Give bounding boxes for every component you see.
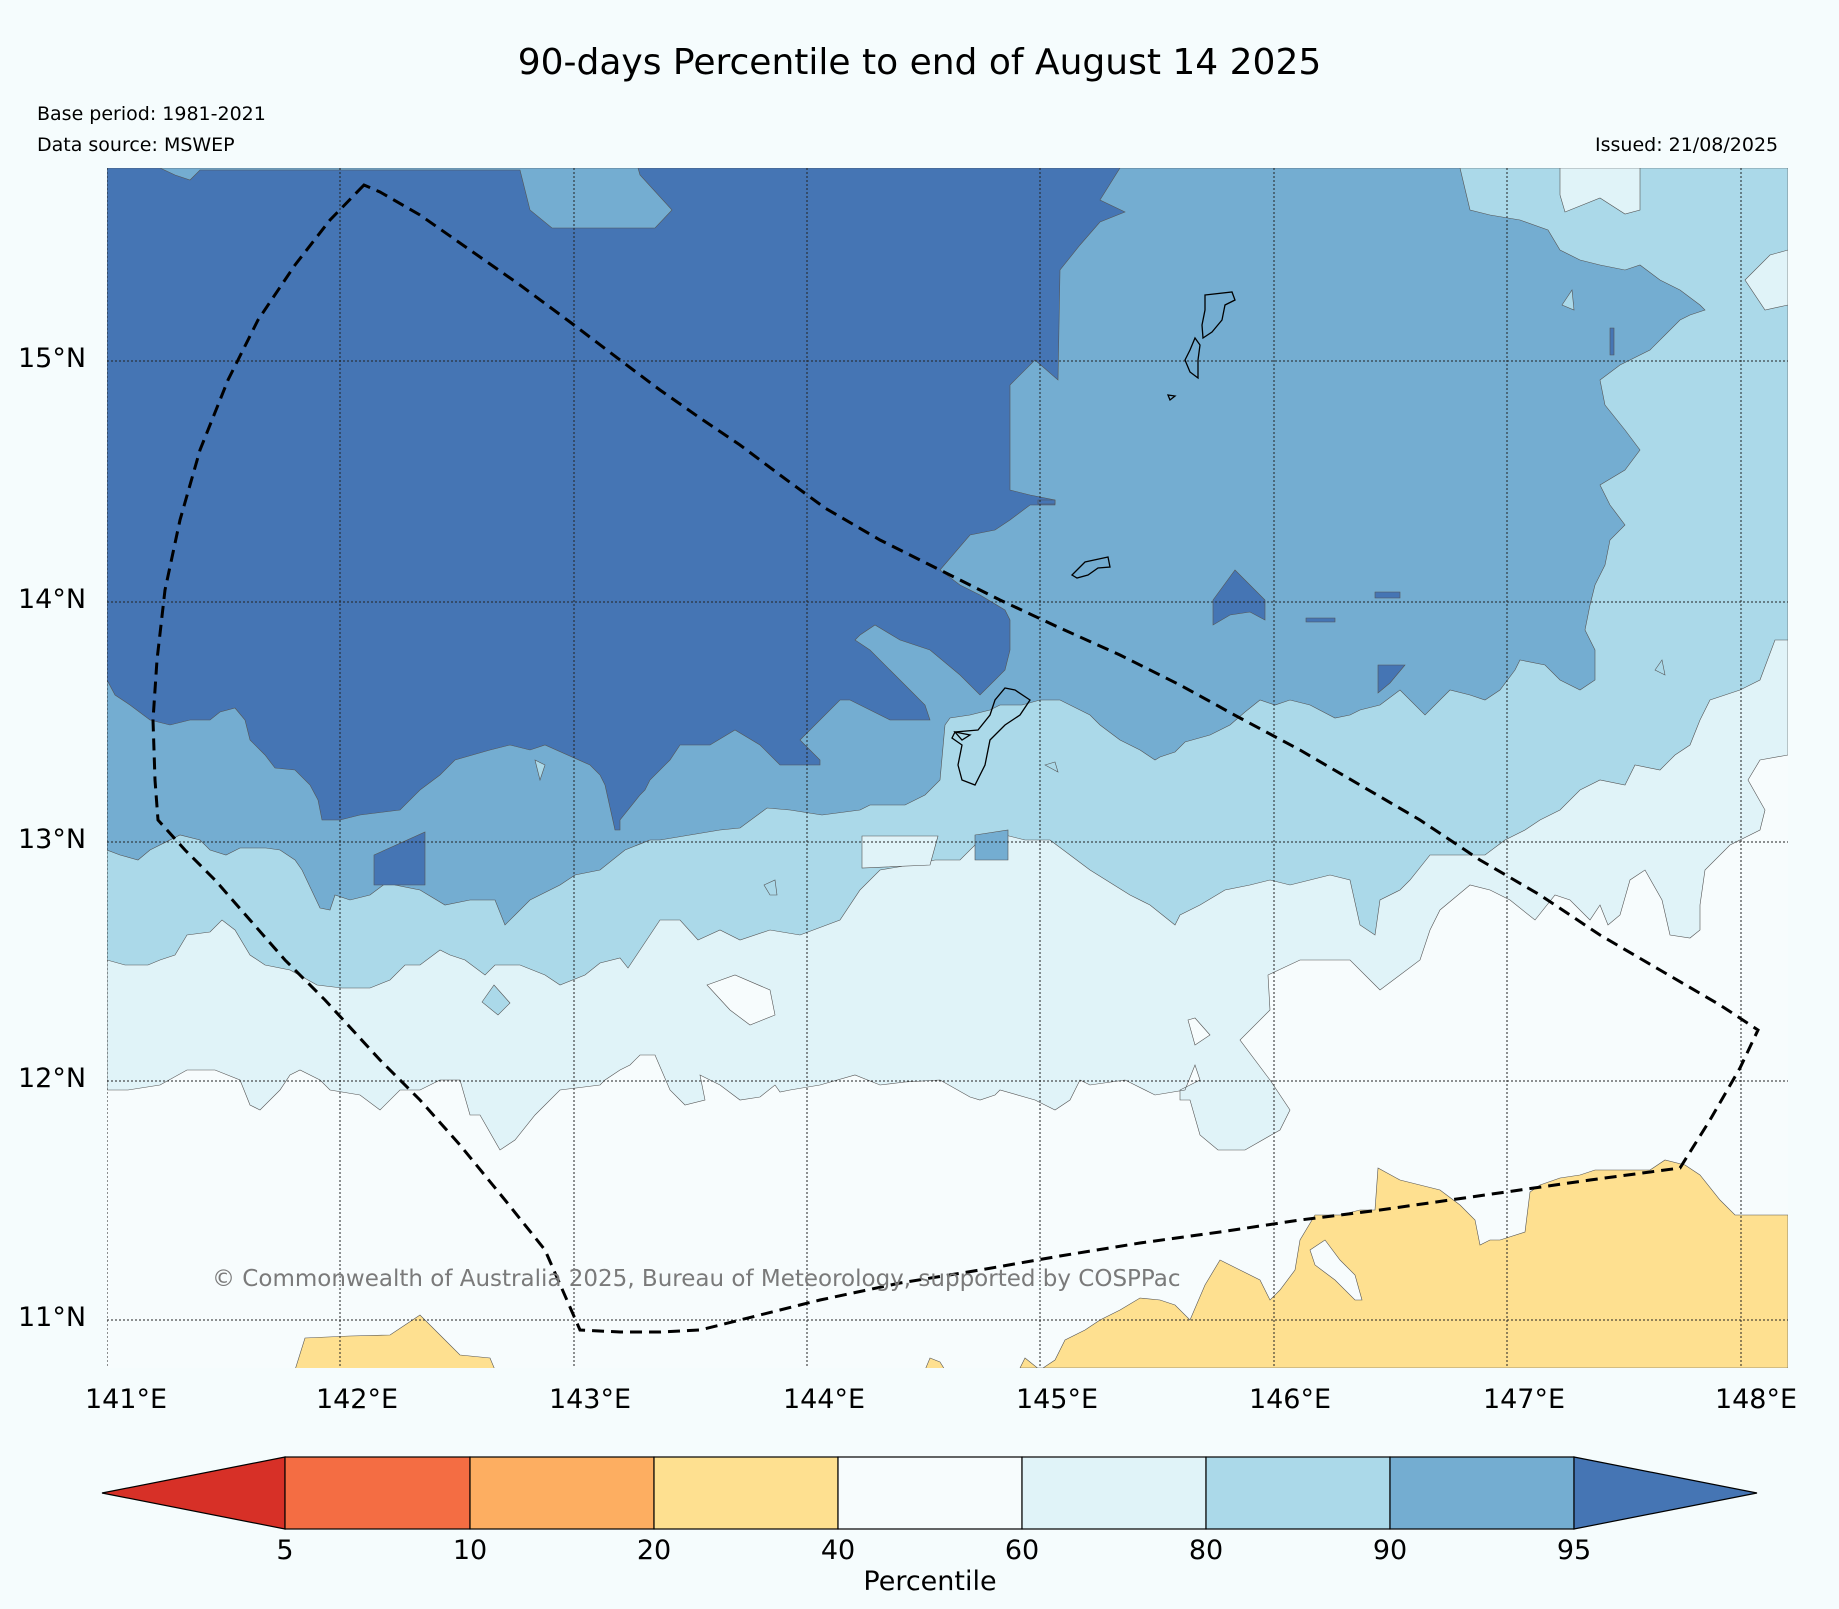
band-40-60-inlet — [1309, 1239, 1363, 1301]
lon-tick-label: 145°E — [1015, 1384, 1099, 1415]
island-outline — [1166, 394, 1177, 402]
band-20-40 — [1019, 1159, 1788, 1368]
colorbar-tick-label: 10 — [452, 1535, 488, 1566]
base-period-text: Base period: 1981-2021 — [37, 103, 266, 125]
patch-60-80 — [861, 835, 939, 869]
colorbar-tick-label: 60 — [1004, 1535, 1040, 1566]
patch-40-60 — [706, 974, 776, 1026]
lat-tick-label: 11°N — [18, 1302, 87, 1333]
colorbar-tick-label: 40 — [820, 1535, 856, 1566]
patch-40-60 — [1187, 1017, 1211, 1046]
issued-date-text: Issued: 21/08/2025 — [1595, 134, 1779, 156]
colorbar-tick-label: 95 — [1556, 1535, 1592, 1566]
patch-above-95 — [1609, 327, 1615, 356]
colorbar-label: Percentile — [863, 1566, 997, 1597]
lon-tick-label: 141°E — [84, 1384, 168, 1415]
map-title: 90-days Percentile to end of August 14 2… — [517, 42, 1322, 83]
patch-above-95 — [373, 831, 426, 886]
patch-80-90 — [1044, 761, 1059, 773]
patch-80-90 — [1654, 659, 1666, 676]
lon-tick-label: 146°E — [1248, 1384, 1332, 1415]
island-outline — [951, 687, 1031, 786]
lon-tick-label: 147°E — [1482, 1384, 1566, 1415]
patch-80-90 — [763, 879, 778, 896]
lat-tick-label: 12°N — [18, 1063, 87, 1094]
gridlines — [107, 168, 1788, 1368]
patch-90-95 — [974, 829, 1009, 861]
colorbar-tick-label: 5 — [276, 1535, 294, 1566]
patch-above-95 — [1212, 569, 1266, 626]
colorbar-tick-label: 20 — [636, 1535, 672, 1566]
patch-above-95 — [1037, 499, 1056, 505]
lat-tick-label: 14°N — [18, 584, 87, 615]
patch-80-90 — [534, 759, 546, 782]
island-outline — [1070, 556, 1111, 579]
band-20-40 — [295, 1314, 495, 1368]
patch-80-90 — [1561, 289, 1575, 311]
colorbar-tick-label: 80 — [1188, 1535, 1224, 1566]
island-outline — [1184, 336, 1201, 380]
colorbar-tick-label: 90 — [1372, 1535, 1408, 1566]
island-outline — [953, 730, 972, 741]
island-outlines — [951, 291, 1236, 786]
lat-tick-label: 15°N — [18, 343, 87, 374]
patch-above-95 — [1377, 664, 1406, 694]
patch-above-95 — [1374, 591, 1401, 599]
band-20-40 — [925, 1357, 945, 1368]
band-above-95 — [107, 168, 1126, 831]
patch-60-80 — [1559, 168, 1641, 215]
lon-tick-label: 148°E — [1714, 1384, 1798, 1415]
lon-tick-label: 144°E — [782, 1384, 866, 1415]
lon-tick-label: 142°E — [315, 1384, 399, 1415]
patch-above-95 — [1305, 617, 1336, 623]
island-outline — [1201, 291, 1236, 340]
lat-tick-label: 13°N — [18, 824, 87, 855]
data-source-text: Data source: MSWEP — [37, 134, 235, 156]
percentile-map — [107, 168, 1788, 1368]
region-boundary — [151, 183, 1760, 1334]
patch-80-90 — [481, 984, 511, 1016]
patch-60-80 — [1744, 249, 1788, 311]
lon-tick-label: 143°E — [548, 1384, 632, 1415]
copyright-text: © Commonwealth of Australia 2025, Bureau… — [212, 1266, 1181, 1292]
